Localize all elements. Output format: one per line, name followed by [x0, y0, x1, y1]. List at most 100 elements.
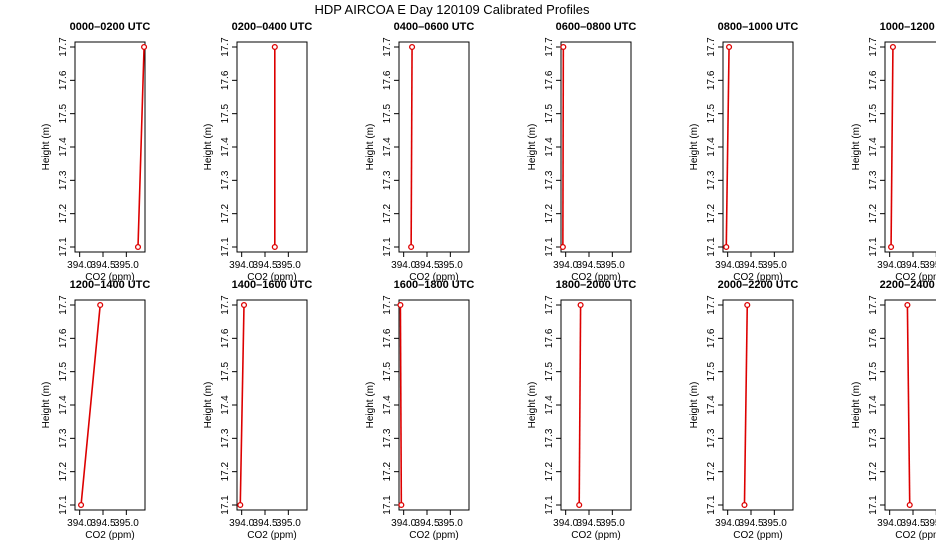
x-tick-label: 395.0	[600, 260, 625, 271]
x-tick-label: 395.0	[762, 260, 787, 271]
y-axis-label: Height (m)	[689, 382, 700, 429]
profile-line	[80, 304, 101, 506]
y-tick-label: 17.3	[544, 170, 555, 190]
y-tick-label: 17.4	[868, 137, 879, 157]
x-axis-label: CO2 (ppm)	[85, 530, 134, 540]
y-tick-label: 17.2	[220, 203, 231, 223]
panel-title: 1800–2000 UTC	[556, 279, 637, 291]
y-tick-label: 17.7	[382, 295, 393, 315]
profile-point	[560, 43, 567, 51]
x-tick-label: 394.0	[391, 518, 416, 529]
y-axis-label: Height (m)	[527, 382, 538, 429]
y-tick-label: 17.6	[382, 328, 393, 348]
x-tick-label: 394.5	[414, 260, 439, 271]
profile-point	[409, 43, 416, 51]
y-tick-label: 17.5	[544, 103, 555, 123]
x-tick-label: 395.0	[438, 260, 463, 271]
profile-point	[577, 301, 584, 309]
y-tick-label: 17.3	[706, 170, 717, 190]
panel-title: 1000–1200 UTC	[880, 21, 936, 33]
plot-frame	[398, 299, 470, 511]
profile-line	[743, 304, 749, 506]
y-tick-label: 17.6	[220, 328, 231, 348]
profile-point	[889, 43, 896, 51]
y-axis-label: Height (m)	[689, 124, 700, 171]
x-tick-label: 395.0	[114, 260, 139, 271]
y-tick-label: 17.7	[382, 37, 393, 57]
plot-frame	[722, 299, 794, 511]
y-tick-label: 17.2	[58, 203, 69, 223]
y-tick-label: 17.6	[58, 328, 69, 348]
x-tick-label: 395.0	[924, 518, 936, 529]
x-tick-label: 394.5	[738, 518, 763, 529]
x-tick-label: 394.0	[553, 260, 578, 271]
x-tick-label: 394.0	[715, 260, 740, 271]
y-tick-label: 17.3	[706, 428, 717, 448]
y-axis-label: Height (m)	[203, 124, 214, 171]
x-tick-label: 394.0	[877, 260, 902, 271]
x-tick-label: 394.5	[576, 260, 601, 271]
x-tick-label: 394.0	[67, 260, 92, 271]
profile-point	[559, 243, 566, 251]
y-axis-label: Height (m)	[41, 382, 52, 429]
profile-line	[578, 304, 582, 506]
profile-point	[408, 243, 415, 251]
profile-point	[237, 501, 244, 509]
y-tick-label: 17.7	[706, 295, 717, 315]
y-tick-label: 17.1	[706, 495, 717, 515]
y-tick-label: 17.5	[220, 361, 231, 381]
y-tick-label: 17.6	[706, 70, 717, 90]
y-tick-label: 17.7	[220, 295, 231, 315]
y-tick-label: 17.2	[706, 203, 717, 223]
x-tick-label: 394.5	[90, 260, 115, 271]
y-tick-label: 17.2	[220, 461, 231, 481]
panel-title: 1600–1800 UTC	[394, 279, 475, 291]
y-tick-label: 17.7	[868, 37, 879, 57]
x-axis-label: CO2 (ppm)	[733, 272, 782, 283]
panel-title: 0600–0800 UTC	[556, 21, 637, 33]
plot-frame	[560, 41, 632, 253]
y-tick-label: 17.2	[868, 461, 879, 481]
y-tick-label: 17.5	[220, 103, 231, 123]
profile-line	[239, 304, 245, 506]
y-tick-label: 17.5	[544, 361, 555, 381]
profile-point	[398, 501, 405, 509]
panel-title: 0800–1000 UTC	[718, 21, 799, 33]
profile-point	[240, 301, 248, 309]
profile-point	[744, 301, 751, 309]
y-tick-label: 17.1	[544, 495, 555, 515]
x-tick-label: 394.0	[391, 260, 416, 271]
y-tick-label: 17.4	[544, 137, 555, 157]
panel-title: 1400–1600 UTC	[232, 279, 313, 291]
y-tick-label: 17.4	[220, 137, 231, 157]
y-tick-label: 17.1	[220, 237, 231, 257]
profile-line	[137, 46, 145, 248]
panel-title: 1200–1400 UTC	[70, 279, 151, 291]
x-tick-label: 394.0	[877, 518, 902, 529]
y-tick-label: 17.4	[58, 137, 69, 157]
y-tick-label: 17.6	[868, 70, 879, 90]
x-tick-label: 394.0	[715, 518, 740, 529]
y-tick-label: 17.4	[706, 137, 717, 157]
x-tick-label: 395.0	[114, 518, 139, 529]
x-tick-label: 394.5	[900, 518, 925, 529]
plot-frame	[236, 299, 308, 511]
y-tick-label: 17.1	[58, 495, 69, 515]
profile-point	[726, 43, 733, 51]
y-tick-label: 17.4	[868, 395, 879, 415]
y-tick-label: 17.6	[58, 70, 69, 90]
y-tick-label: 17.5	[58, 103, 69, 123]
profile-line	[890, 46, 894, 248]
y-tick-label: 17.6	[544, 70, 555, 90]
x-tick-label: 394.0	[67, 518, 92, 529]
panel-title: 0400–0600 UTC	[394, 21, 475, 33]
profile-point	[271, 243, 278, 251]
y-tick-label: 17.7	[706, 37, 717, 57]
